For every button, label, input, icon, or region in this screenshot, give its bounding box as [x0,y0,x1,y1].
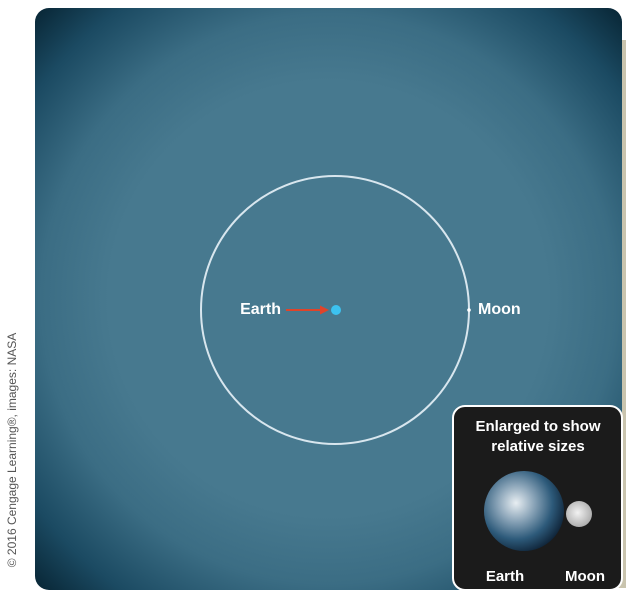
inset-earth-label: Earth [486,568,524,585]
earth-dot [331,305,341,315]
credit: © 2016 Cengage Learning®, images: NASA [5,333,19,568]
inset-title: relative sizes [491,438,584,455]
moon-label: Moon [478,301,521,318]
arrow-head [320,305,329,315]
moon-globe [566,501,592,527]
moon-dot [467,308,471,312]
inset-title: Enlarged to show [475,418,600,435]
inset-moon-label: Moon [565,568,605,585]
earth-label: Earth [240,301,281,318]
earth-globe [484,471,564,551]
